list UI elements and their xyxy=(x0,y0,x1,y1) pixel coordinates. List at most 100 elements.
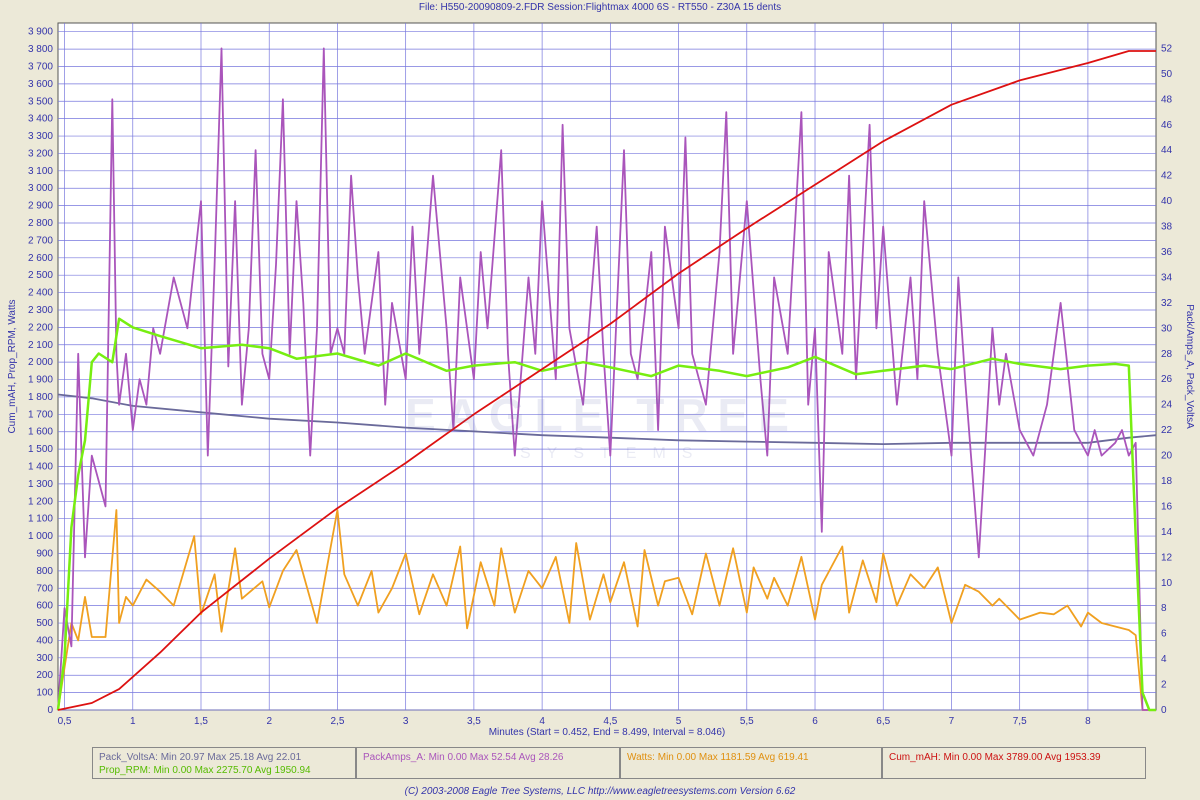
x-tick-label: 8 xyxy=(1085,716,1091,727)
y-left-tick-label: 2 500 xyxy=(28,270,53,281)
stats-mah: Cum_mAH: Min 0.00 Max 3789.00 Avg 1953.3… xyxy=(889,752,1101,763)
y-left-tick-label: 3 700 xyxy=(28,61,53,72)
y-left-tick-label: 0 xyxy=(47,705,53,716)
y-right-tick-label: 46 xyxy=(1161,120,1173,131)
watermark-logo: EAGLE TREE xyxy=(405,389,799,441)
y-left-tick-label: 2 800 xyxy=(28,218,53,229)
y-left-tick-label: 1 300 xyxy=(28,479,53,490)
stats-amps-box: PackAmps_A: Min 0.00 Max 52.54 Avg 28.26 xyxy=(356,747,620,779)
series-line-watts xyxy=(57,509,1156,711)
y-left-tick-label: 200 xyxy=(36,670,53,681)
y-right-tick-label: 52 xyxy=(1161,43,1173,54)
stats-rpm: Prop_RPM: Min 0.00 Max 2275.70 Avg 1950.… xyxy=(99,765,311,776)
y-right-tick-label: 50 xyxy=(1161,69,1173,80)
y-left-tick-label: 500 xyxy=(36,618,53,629)
series-line-packamps-a xyxy=(57,47,1156,711)
x-tick-label: 6 xyxy=(812,716,818,727)
y-left-tick-label: 100 xyxy=(36,688,53,699)
y-right-tick-label: 30 xyxy=(1161,323,1173,334)
x-tick-label: 3,5 xyxy=(467,716,481,727)
y-right-tick-label: 8 xyxy=(1161,603,1167,614)
stats-volts: Pack_VoltsA: Min 20.97 Max 25.18 Avg 22.… xyxy=(99,752,302,763)
x-tick-label: 3 xyxy=(403,716,409,727)
y-left-tick-label: 3 900 xyxy=(28,27,53,38)
y-left-tick-label: 1 500 xyxy=(28,444,53,455)
y-right-tick-label: 28 xyxy=(1161,349,1173,360)
y-left-tick-label: 400 xyxy=(36,635,53,646)
stats-volts-rpm: Pack_VoltsA: Min 20.97 Max 25.18 Avg 22.… xyxy=(92,747,356,779)
y-left-tick-label: 3 500 xyxy=(28,96,53,107)
y-right-tick-label: 20 xyxy=(1161,451,1173,462)
y-right-tick-label: 32 xyxy=(1161,298,1173,309)
y-left-tick-label: 2 000 xyxy=(28,357,53,368)
y-left-tick-label: 2 700 xyxy=(28,235,53,246)
x-tick-label: 6,5 xyxy=(876,716,890,727)
y-left-tick-label: 300 xyxy=(36,653,53,664)
y-right-tick-label: 26 xyxy=(1161,374,1173,385)
y-axis-label-left: Cum_mAH, Prop_RPM, Watts xyxy=(7,299,18,433)
y-left-tick-label: 2 300 xyxy=(28,305,53,316)
y-left-tick-label: 600 xyxy=(36,601,53,612)
x-tick-label: 0,5 xyxy=(58,716,72,727)
y-left-tick-label: 3 800 xyxy=(28,44,53,55)
y-left-tick-label: 1 000 xyxy=(28,531,53,542)
y-right-tick-label: 14 xyxy=(1161,527,1173,538)
y-left-tick-label: 3 000 xyxy=(28,183,53,194)
x-tick-label: 1,5 xyxy=(194,716,208,727)
y-right-tick-label: 2 xyxy=(1161,680,1167,691)
stats-amps: PackAmps_A: Min 0.00 Max 52.54 Avg 28.26 xyxy=(363,752,564,763)
stats-watts-box: Watts: Min 0.00 Max 1181.59 Avg 619.41 xyxy=(620,747,882,779)
y-left-tick-label: 1 800 xyxy=(28,392,53,403)
y-left-tick-label: 1 100 xyxy=(28,514,53,525)
chart-title: File: H550-20090809-2.FDR Session:Flight… xyxy=(418,2,782,13)
y-left-tick-label: 1 700 xyxy=(28,409,53,420)
y-left-tick-label: 900 xyxy=(36,548,53,559)
stats-mah-box: Cum_mAH: Min 0.00 Max 3789.00 Avg 1953.3… xyxy=(882,747,1146,779)
footer-credits: (C) 2003-2008 Eagle Tree Systems, LLC ht… xyxy=(404,786,796,797)
y-left-ticks: 0 100 200 300 400 500 600 700 800 900 1 000 1 100 1 … xyxy=(28,27,53,716)
y-right-tick-label: 0 xyxy=(1161,705,1167,716)
y-left-tick-label: 800 xyxy=(36,566,53,577)
y-right-tick-label: 44 xyxy=(1161,145,1173,156)
x-tick-label: 4,5 xyxy=(603,716,617,727)
y-right-tick-label: 38 xyxy=(1161,222,1173,233)
y-axis-label-right: Pack/Amps_A, Pack_VoltsA xyxy=(1184,304,1195,429)
y-left-tick-label: 2 100 xyxy=(28,340,53,351)
y-left-tick-label: 1 400 xyxy=(28,462,53,473)
y-right-ticks: 0246810121416182022242628303234363840424… xyxy=(1161,43,1173,716)
y-right-tick-label: 16 xyxy=(1161,501,1173,512)
y-left-tick-label: 2 900 xyxy=(28,201,53,212)
y-left-tick-label: 2 200 xyxy=(28,322,53,333)
x-tick-label: 2,5 xyxy=(330,716,344,727)
y-left-tick-label: 3 100 xyxy=(28,166,53,177)
series-line-prop-rpm xyxy=(56,317,1156,712)
y-right-tick-label: 4 xyxy=(1161,654,1167,665)
y-left-tick-label: 3 200 xyxy=(28,148,53,159)
stats-watts: Watts: Min 0.00 Max 1181.59 Avg 619.41 xyxy=(627,752,809,763)
y-right-tick-label: 42 xyxy=(1161,171,1173,182)
y-left-tick-label: 3 300 xyxy=(28,131,53,142)
series-layer xyxy=(56,47,1157,712)
y-right-tick-label: 48 xyxy=(1161,94,1173,105)
stats-bar: Pack_VoltsA: Min 20.97 Max 25.18 Avg 22.… xyxy=(92,747,1146,779)
y-left-tick-label: 2 400 xyxy=(28,288,53,299)
watermark-sub: SYSTEMS xyxy=(520,445,709,462)
y-left-tick-label: 2 600 xyxy=(28,253,53,264)
x-tick-label: 5 xyxy=(676,716,682,727)
y-left-tick-label: 700 xyxy=(36,583,53,594)
y-left-tick-label: 3 600 xyxy=(28,79,53,90)
y-right-tick-label: 10 xyxy=(1161,578,1173,589)
y-right-tick-label: 36 xyxy=(1161,247,1173,258)
y-right-tick-label: 40 xyxy=(1161,196,1173,207)
y-right-tick-label: 12 xyxy=(1161,552,1173,563)
x-tick-label: 2 xyxy=(266,716,272,727)
y-left-tick-label: 1 600 xyxy=(28,427,53,438)
series-line-cum-mah xyxy=(57,50,1156,711)
x-tick-label: 1 xyxy=(130,716,136,727)
x-tick-label: 5,5 xyxy=(740,716,754,727)
x-tick-label: 7 xyxy=(949,716,955,727)
y-right-tick-label: 34 xyxy=(1161,272,1173,283)
y-right-tick-label: 22 xyxy=(1161,425,1173,436)
x-tick-label: 4 xyxy=(539,716,545,727)
